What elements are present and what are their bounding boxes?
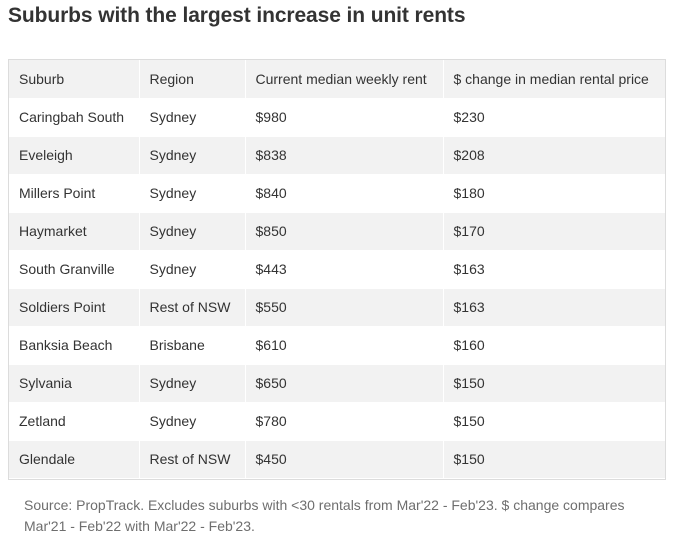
cell-current-rent: $450 <box>245 440 444 479</box>
cell-region: Sydney <box>139 174 246 213</box>
cell-region: Brisbane <box>139 326 246 365</box>
source-note: Source: PropTrack. Excludes suburbs with… <box>24 497 625 534</box>
cell-region: Sydney <box>139 364 246 403</box>
table-row: Haymarket Sydney $850 $170 <box>9 212 665 251</box>
table-row: South Granville Sydney $443 $163 <box>9 250 665 289</box>
cell-region: Sydney <box>139 212 246 251</box>
cell-rent-change: $150 <box>443 440 665 479</box>
cell-current-rent: $980 <box>245 98 444 137</box>
cell-rent-change: $208 <box>443 136 665 175</box>
cell-rent-change: $160 <box>443 326 665 365</box>
table-row: Sylvania Sydney $650 $150 <box>9 364 665 403</box>
table-row: Soldiers Point Rest of NSW $550 $163 <box>9 288 665 327</box>
rent-table-container: Suburb Region Current median weekly rent… <box>8 59 666 480</box>
page-title: Suburbs with the largest increase in uni… <box>8 4 466 27</box>
cell-suburb: Zetland <box>9 402 140 441</box>
cell-region: Sydney <box>139 250 246 289</box>
cell-rent-change: $163 <box>443 250 665 289</box>
cell-current-rent: $840 <box>245 174 444 213</box>
cell-rent-change: $180 <box>443 174 665 213</box>
table-row: Banksia Beach Brisbane $610 $160 <box>9 326 665 365</box>
table-row: Caringbah South Sydney $980 $230 <box>9 98 665 137</box>
table-row: Millers Point Sydney $840 $180 <box>9 174 665 213</box>
cell-suburb: Sylvania <box>9 364 140 403</box>
rent-increase-table: Suburb Region Current median weekly rent… <box>9 60 665 479</box>
table-body: Caringbah South Sydney $980 $230 Eveleig… <box>9 98 665 479</box>
cell-suburb: Millers Point <box>9 174 140 213</box>
cell-rent-change: $150 <box>443 364 665 403</box>
cell-suburb: South Granville <box>9 250 140 289</box>
table-row: Zetland Sydney $780 $150 <box>9 402 665 441</box>
header-suburb: Suburb <box>9 60 140 99</box>
cell-rent-change: $170 <box>443 212 665 251</box>
table-row: Eveleigh Sydney $838 $208 <box>9 136 665 175</box>
header-current-median-weekly-rent: Current median weekly rent <box>245 60 444 99</box>
table-row: Glendale Rest of NSW $450 $150 <box>9 440 665 479</box>
cell-suburb: Haymarket <box>9 212 140 251</box>
cell-rent-change: $230 <box>443 98 665 137</box>
cell-suburb: Glendale <box>9 440 140 479</box>
cell-current-rent: $650 <box>245 364 444 403</box>
cell-suburb: Caringbah South <box>9 98 140 137</box>
cell-region: Rest of NSW <box>139 440 246 479</box>
cell-region: Sydney <box>139 402 246 441</box>
header-change-in-median-rental-price: $ change in median rental price <box>443 60 665 99</box>
cell-current-rent: $780 <box>245 402 444 441</box>
cell-rent-change: $163 <box>443 288 665 327</box>
cell-suburb: Banksia Beach <box>9 326 140 365</box>
cell-region: Sydney <box>139 136 246 175</box>
header-region: Region <box>139 60 246 99</box>
cell-region: Rest of NSW <box>139 288 246 327</box>
cell-current-rent: $610 <box>245 326 444 365</box>
table-header: Suburb Region Current median weekly rent… <box>9 60 665 99</box>
cell-suburb: Eveleigh <box>9 136 140 175</box>
table-header-row: Suburb Region Current median weekly rent… <box>9 60 665 99</box>
cell-current-rent: $838 <box>245 136 444 175</box>
cell-current-rent: $850 <box>245 212 444 251</box>
cell-region: Sydney <box>139 98 246 137</box>
cell-rent-change: $150 <box>443 402 665 441</box>
cell-current-rent: $443 <box>245 250 444 289</box>
cell-current-rent: $550 <box>245 288 444 327</box>
cell-suburb: Soldiers Point <box>9 288 140 327</box>
